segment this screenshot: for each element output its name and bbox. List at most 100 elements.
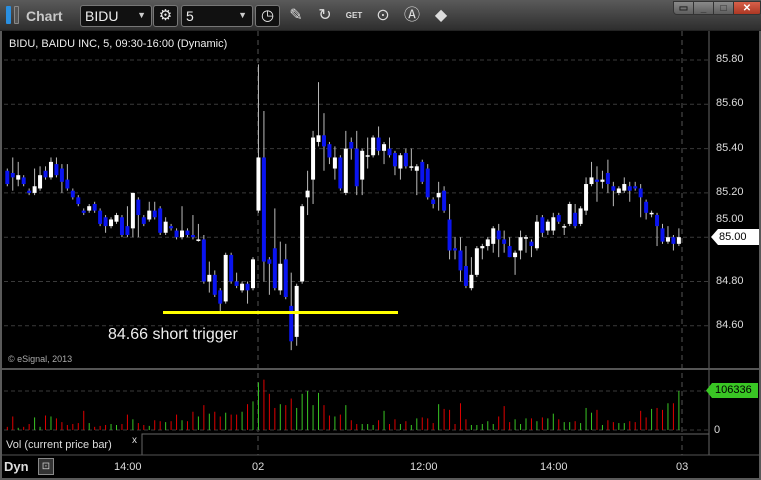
candle-body bbox=[611, 186, 616, 191]
chart-frame bbox=[0, 31, 761, 480]
candle-body bbox=[676, 237, 681, 244]
candle-body bbox=[10, 172, 15, 178]
candle-body bbox=[431, 199, 436, 204]
play-icon[interactable]: ⊙ bbox=[376, 7, 390, 24]
candle-body bbox=[234, 281, 239, 286]
candle-body bbox=[218, 290, 223, 304]
candle-body bbox=[305, 190, 310, 198]
candle-body bbox=[59, 168, 64, 182]
candle-body bbox=[327, 144, 332, 158]
candle-body bbox=[48, 161, 53, 178]
candle-body bbox=[469, 274, 474, 289]
candle-body bbox=[81, 210, 86, 213]
candle-body bbox=[125, 226, 130, 235]
settings-gear-icon[interactable]: ⚙ bbox=[153, 5, 178, 27]
pencil-icon[interactable]: ✎ bbox=[289, 7, 303, 24]
candle-body bbox=[665, 237, 670, 242]
price-tick-label: 84.80 bbox=[716, 274, 744, 287]
volume-legend-box bbox=[141, 433, 710, 456]
candle-body bbox=[130, 192, 135, 229]
candle-body bbox=[272, 248, 277, 289]
candle-body bbox=[622, 184, 627, 191]
candle-body bbox=[463, 265, 468, 286]
candle-body bbox=[496, 230, 501, 240]
window-controls: ▭ _ □ ✕ bbox=[673, 1, 761, 15]
candle-body bbox=[534, 221, 539, 249]
chart-header: BIDU, BAIDU INC, 5, 09:30-16:00 (Dynamic… bbox=[9, 38, 228, 50]
candle-body bbox=[278, 263, 283, 291]
candle-body bbox=[43, 170, 48, 178]
refresh-icon[interactable]: ↻ bbox=[318, 7, 332, 24]
candle-body bbox=[551, 217, 556, 231]
dynamic-label[interactable]: Dyn bbox=[4, 459, 29, 474]
symbol-select[interactable]: BIDU ▼ bbox=[80, 5, 152, 27]
candle-body bbox=[491, 228, 496, 244]
candle-body bbox=[343, 148, 348, 193]
title-bar: Chart BIDU ▼ ⚙ 5 ▼ ◷ ✎ ↻ GET ⊙ Ⓐ ◆ ▭ _ □ ✕ bbox=[0, 0, 761, 31]
candle-body bbox=[354, 148, 359, 187]
candle-body bbox=[180, 230, 185, 238]
candle-body bbox=[382, 144, 387, 151]
candle-body bbox=[371, 137, 376, 156]
x-tick: 14:00 bbox=[540, 461, 568, 473]
candle-body bbox=[321, 135, 326, 147]
candle-body bbox=[92, 203, 97, 211]
volume-last-tag: 106336 bbox=[706, 383, 758, 398]
last-price-tag: 85.00 bbox=[711, 229, 759, 245]
volume-close-button[interactable]: x bbox=[132, 435, 137, 446]
candle-body bbox=[283, 259, 288, 298]
candle-body bbox=[524, 237, 528, 239]
link-icon[interactable]: ◆ bbox=[434, 7, 448, 24]
candle-body bbox=[38, 175, 43, 189]
candle-body bbox=[453, 248, 458, 251]
maximize-button[interactable]: □ bbox=[714, 2, 734, 14]
x-tick: 12:00 bbox=[410, 461, 438, 473]
candle-body bbox=[616, 188, 621, 193]
clock-icon[interactable]: ◷ bbox=[255, 5, 280, 27]
candle-body bbox=[338, 157, 343, 189]
candle-body bbox=[627, 186, 632, 191]
candle-body bbox=[398, 155, 403, 169]
candle-body bbox=[16, 175, 21, 180]
get-label: GET bbox=[345, 11, 363, 20]
candle-body bbox=[447, 219, 452, 251]
x-tick: 03 bbox=[676, 461, 689, 473]
price-tick-label: 85.60 bbox=[716, 97, 744, 110]
candle-body bbox=[54, 164, 59, 176]
candle-body bbox=[174, 230, 179, 238]
candle-body bbox=[229, 254, 234, 282]
auto-scale-icon[interactable]: Ⓐ bbox=[403, 7, 420, 24]
interval-select[interactable]: 5 ▼ bbox=[181, 5, 253, 27]
candle-body bbox=[185, 230, 190, 235]
candle-body bbox=[458, 250, 463, 271]
candle-body bbox=[152, 210, 157, 218]
candle-body bbox=[251, 259, 255, 289]
candle-body bbox=[567, 203, 572, 224]
candle-body bbox=[474, 248, 479, 275]
candle-body bbox=[594, 179, 599, 182]
copyright: © eSignal, 2013 bbox=[8, 354, 73, 364]
x-tick: 02 bbox=[252, 461, 265, 473]
interval-value: 5 bbox=[186, 8, 194, 24]
restore-menu-button[interactable]: ▭ bbox=[674, 2, 694, 14]
get-icon[interactable]: GET bbox=[343, 6, 365, 26]
candle-body bbox=[267, 259, 272, 264]
candle-body bbox=[633, 186, 638, 189]
lock-icon[interactable]: ⊡ bbox=[38, 458, 54, 475]
candle-body bbox=[573, 212, 578, 227]
candle-body bbox=[169, 226, 174, 229]
candle-body bbox=[311, 137, 316, 180]
candle-body bbox=[425, 168, 430, 198]
candle-body bbox=[316, 135, 321, 142]
candle-body bbox=[655, 215, 660, 227]
candle-body bbox=[349, 141, 354, 149]
candle-body bbox=[644, 201, 649, 213]
minimize-button[interactable]: _ bbox=[694, 2, 714, 14]
candle-body bbox=[163, 221, 168, 233]
candle-body bbox=[256, 157, 261, 211]
candle-body bbox=[605, 172, 610, 185]
candle-body bbox=[5, 170, 10, 185]
price-tick-label: 85.40 bbox=[716, 141, 744, 154]
candle-body bbox=[671, 237, 676, 244]
